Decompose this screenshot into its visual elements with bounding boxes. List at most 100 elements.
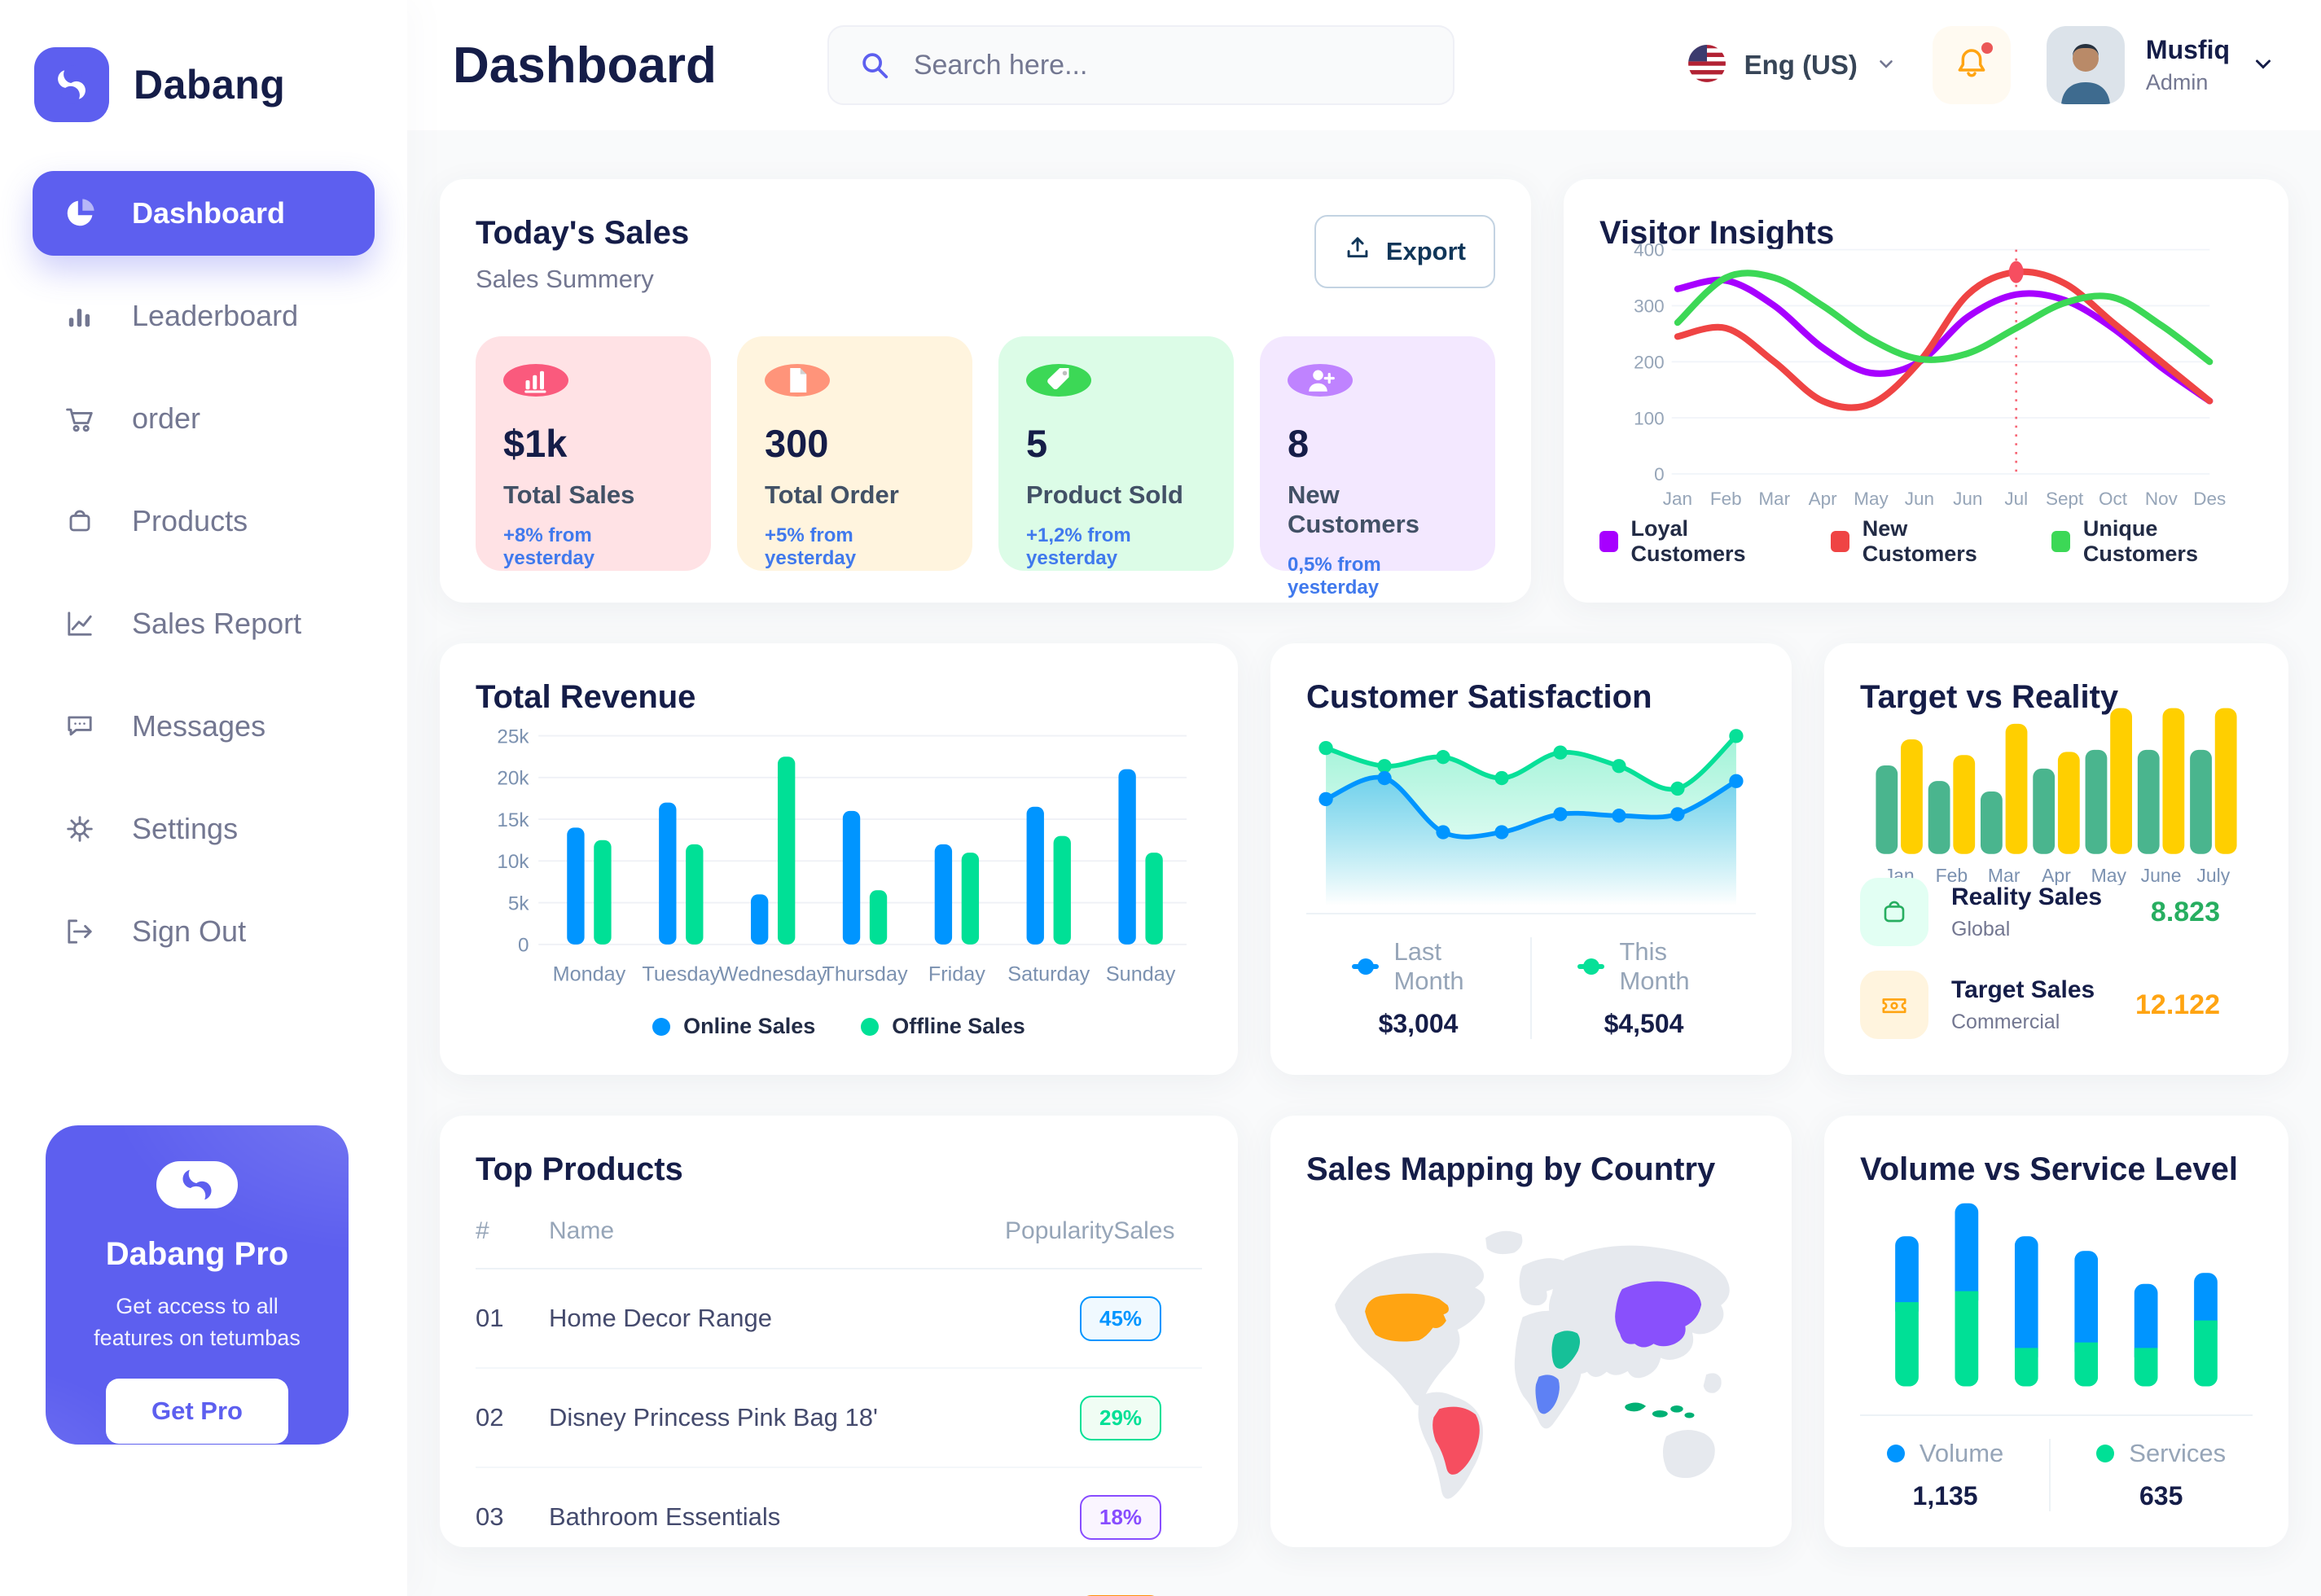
sidebar: Dabang Dashboard Leaderboard order Products…	[0, 0, 407, 1596]
svg-text:May: May	[2091, 865, 2127, 885]
target-vs-reality-legend: Reality Sales Global 8.823 Target Sales Comm…	[1860, 878, 2253, 1039]
notifications-button[interactable]	[1932, 26, 2011, 104]
sidebar-item-label: Products	[132, 504, 248, 537]
pro-upsell-card: Dabang Pro Get access to all features on…	[46, 1125, 349, 1445]
page-title: Dashboard	[453, 37, 717, 94]
kpi-value: 300	[765, 422, 829, 465]
svg-text:Jun: Jun	[1905, 488, 1934, 508]
sidebar-item-label: Leaderboard	[132, 299, 299, 332]
col-num: #	[476, 1217, 489, 1244]
top-products-header: # Name Popularity Sales	[476, 1217, 1202, 1269]
export-label: Export	[1385, 237, 1466, 265]
volume-vs-service-chart	[1895, 1203, 2218, 1387]
svg-text:400: 400	[1634, 239, 1665, 260]
svg-text:100: 100	[1634, 408, 1665, 428]
kpi-change: +8% from yesterday	[503, 524, 595, 569]
sidebar-item-label: Dashboard	[132, 196, 286, 230]
kpi-label: Total Sales	[503, 480, 635, 509]
customer-satisfaction-card: Customer Satisfaction Last Month $3,004 Th…	[1270, 643, 1792, 1075]
legend-item-this-month: This Month $4,504	[1530, 937, 1756, 1039]
svg-text:Apr: Apr	[2042, 865, 2071, 885]
svg-text:0: 0	[1654, 464, 1665, 484]
product-name: Disney Princess Pink Bag 18'	[549, 1403, 878, 1432]
sidebar-item-sign-out[interactable]: Sign Out	[33, 889, 375, 974]
avatar	[2046, 26, 2125, 104]
todays-sales-title: Today's Sales	[476, 215, 690, 251]
top-products-card: Top Products # Name Popularity Sales 01 H…	[440, 1116, 1238, 1596]
product-num: 01	[476, 1304, 504, 1332]
target-vs-reality-card: Target vs Reality Jan Feb Mar Apr May June Jul…	[1824, 643, 2288, 1075]
svg-text:5k: 5k	[508, 892, 529, 914]
brand-logo: Dabang	[0, 0, 407, 122]
col-sales: Sales	[1113, 1217, 1175, 1244]
svg-text:10k: 10k	[497, 851, 529, 873]
language-label: Eng (US)	[1744, 50, 1858, 80]
volume-vs-service-legend: Volume 1,135 Services 635	[1860, 1414, 2253, 1511]
kpi-change: 0,5% from yesterday	[1288, 554, 1381, 598]
svg-text:200: 200	[1634, 352, 1665, 372]
sidebar-item-order[interactable]: order	[33, 376, 375, 461]
sign-out-icon	[60, 912, 99, 951]
search-bar[interactable]	[827, 25, 1454, 105]
customer-satisfaction-title: Customer Satisfaction	[1306, 679, 1652, 715]
sidebar-item-messages[interactable]: Messages	[33, 684, 375, 769]
svg-text:Des: Des	[2193, 488, 2226, 508]
svg-text:May: May	[1854, 488, 1889, 508]
sidebar-item-products[interactable]: Products	[33, 479, 375, 563]
svg-text:Wednesday: Wednesday	[719, 962, 827, 985]
kpi-label: New Customers	[1288, 480, 1419, 538]
svg-text:15k: 15k	[497, 809, 529, 831]
tag-icon	[1026, 364, 1091, 397]
svg-text:Mar: Mar	[1758, 488, 1790, 508]
svg-text:Jul: Jul	[2004, 488, 2028, 508]
sales-badge: 18%	[1080, 1494, 1162, 1540]
target-vs-reality-title: Target vs Reality	[1860, 679, 2119, 715]
legend-item: Offline Sales	[861, 1014, 1025, 1039]
product-num: 02	[476, 1403, 504, 1432]
sidebar-item-dashboard[interactable]: Dashboard	[33, 171, 375, 256]
brand-logo-icon	[34, 47, 109, 122]
target-vs-reality-chart: Jan Feb Mar Apr May June July	[1876, 708, 2237, 885]
language-selector[interactable]: Eng (US)	[1687, 44, 1897, 87]
kpi-label: Product Sold	[1026, 480, 1183, 509]
svg-text:20k: 20k	[497, 768, 529, 790]
product-row-02: 02 Disney Princess Pink Bag 18' 29%	[476, 1369, 1202, 1468]
top-header: Dashboard Eng (US)	[407, 0, 2321, 130]
search-icon	[855, 46, 894, 85]
legend-row-target-sales: Target Sales Commercial 12.122	[1860, 971, 2253, 1039]
line-chart-icon	[60, 604, 99, 643]
visitor-insights-legend: Loyal Customers New Customers Unique Custo…	[1599, 516, 2253, 567]
sidebar-item-leaderboard[interactable]: Leaderboard	[33, 274, 375, 358]
product-name: Bathroom Essentials	[549, 1502, 781, 1531]
user-profile[interactable]: Musfiq Admin	[2046, 26, 2275, 104]
product-num: 03	[476, 1502, 504, 1531]
sidebar-item-settings[interactable]: Settings	[33, 787, 375, 871]
svg-text:Mar: Mar	[1988, 865, 2020, 885]
sidebar-item-label: Settings	[132, 812, 239, 845]
notification-dot	[1981, 42, 1993, 54]
svg-text:Monday: Monday	[553, 962, 626, 985]
search-input[interactable]	[913, 49, 1427, 81]
get-pro-button[interactable]: Get Pro	[106, 1379, 288, 1445]
ticket-icon	[1860, 971, 1928, 1039]
top-products-table: # Name Popularity Sales 01 Home Decor Ran…	[476, 1217, 1202, 1596]
svg-text:Jan: Jan	[1663, 488, 1692, 508]
brand-name: Dabang	[134, 62, 286, 107]
legend-item-last-month: Last Month $3,004	[1306, 937, 1530, 1039]
customer-satisfaction-chart	[1318, 729, 1744, 906]
sidebar-item-sales-report[interactable]: Sales Report	[33, 581, 375, 666]
todays-sales-card: Today's Sales Sales Summery Export $1k To…	[440, 179, 1531, 603]
bag-icon	[1860, 878, 1928, 946]
chevron-down-icon	[1876, 53, 1897, 78]
svg-text:June: June	[2141, 865, 2182, 885]
main-area: Dashboard Eng (US)	[407, 0, 2321, 1596]
legend-item-volume: Volume 1,135	[1841, 1439, 2049, 1511]
product-row-04: 04Apple Smartwatches25%	[476, 1568, 1202, 1596]
kpi-label: Total Order	[765, 480, 899, 509]
svg-text:0: 0	[518, 935, 529, 957]
kpi-change: +1,2% from yesterday	[1026, 524, 1131, 569]
product-row-01: 01 Home Decor Range 45%	[476, 1269, 1202, 1369]
svg-text:Sunday: Sunday	[1106, 962, 1176, 985]
export-button[interactable]: Export	[1314, 215, 1495, 288]
